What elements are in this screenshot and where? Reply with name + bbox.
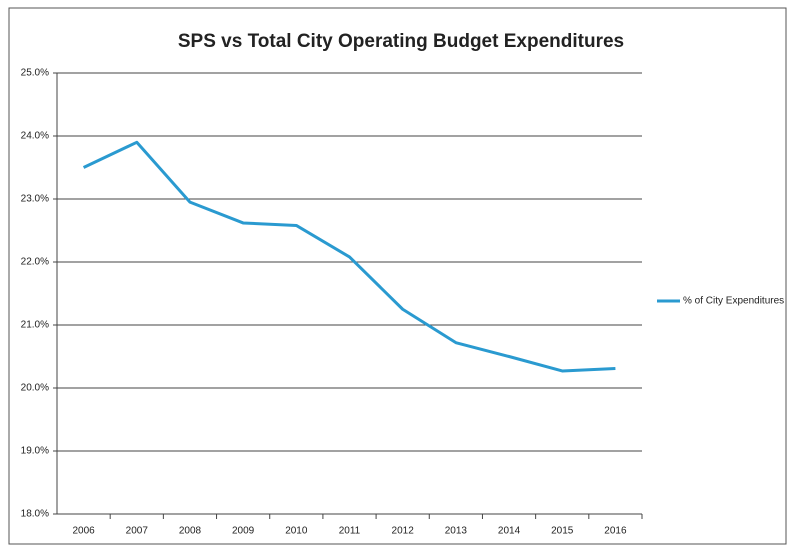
x-tick-label: 2016 xyxy=(604,526,627,537)
x-tick-label: 2013 xyxy=(445,526,468,537)
x-tick-label: 2008 xyxy=(179,526,202,537)
data-line xyxy=(82,140,616,373)
x-tick-label: 2011 xyxy=(339,526,361,537)
x-tick-label: 2014 xyxy=(498,526,521,537)
y-tick-label: 21.0% xyxy=(21,320,49,331)
y-tick-label: 20.0% xyxy=(21,383,49,394)
x-tick-label: 2015 xyxy=(551,526,574,537)
chart-title: SPS vs Total City Operating Budget Expen… xyxy=(178,31,624,52)
x-tick-label: 2007 xyxy=(126,526,149,537)
y-tick-label: 22.0% xyxy=(21,257,49,268)
legend-label: % of City Expenditures xyxy=(683,296,784,307)
x-tick-label: 2010 xyxy=(285,526,308,537)
x-tick-label: 2012 xyxy=(392,526,415,537)
y-tick-label: 18.0% xyxy=(21,509,49,520)
chart-frame xyxy=(8,7,787,545)
x-tick-label: 2006 xyxy=(72,526,95,537)
y-tick-label: 25.0% xyxy=(21,68,49,79)
x-tick-label: 2009 xyxy=(232,526,255,537)
y-tick-label: 24.0% xyxy=(21,131,49,142)
y-tick-label: 23.0% xyxy=(21,194,49,205)
y-tick-label: 19.0% xyxy=(21,446,49,457)
